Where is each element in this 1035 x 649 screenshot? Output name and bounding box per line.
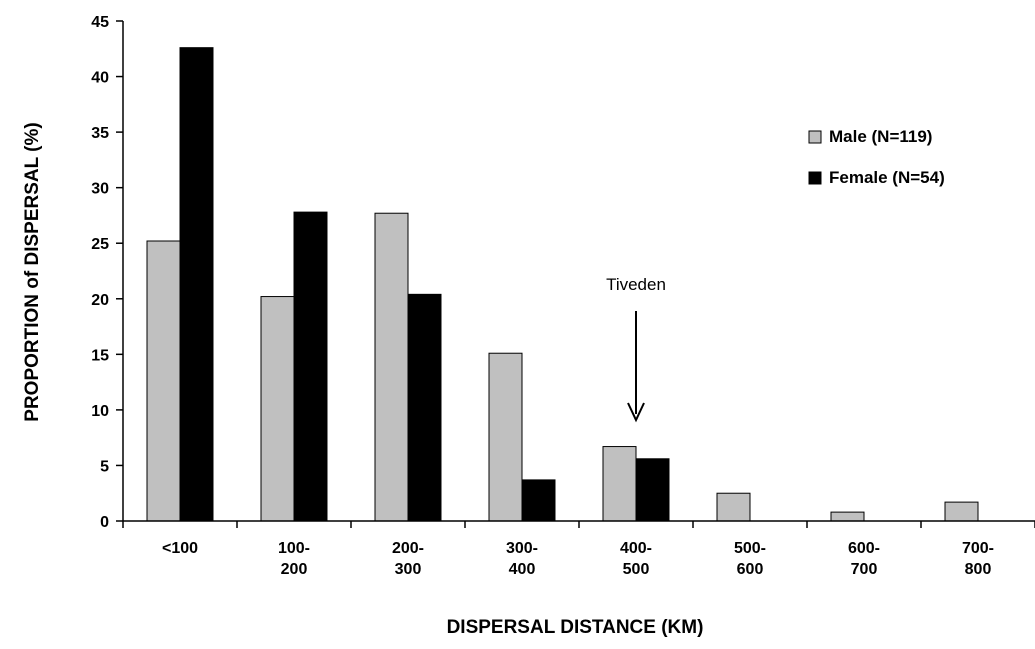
legend-label: Male (N=119) bbox=[829, 127, 932, 146]
male-bar bbox=[374, 212, 409, 522]
x-category-label-line: 500- bbox=[734, 540, 766, 557]
male-bar bbox=[146, 240, 181, 522]
x-category-label-line: 600 bbox=[737, 561, 764, 578]
x-category-label-line: 700- bbox=[962, 540, 994, 557]
female-bar bbox=[179, 47, 214, 522]
x-category-label-line: 500 bbox=[623, 561, 650, 578]
legend-swatch bbox=[808, 130, 822, 144]
x-category-label-line: 300- bbox=[506, 540, 538, 557]
male-bar bbox=[488, 352, 523, 522]
bars-layer bbox=[146, 47, 979, 522]
axes-layer bbox=[122, 21, 1035, 522]
y-tick-label: 10 bbox=[91, 403, 109, 420]
x-category-label: <100 bbox=[162, 540, 198, 557]
x-category-label: 300- 400 bbox=[506, 540, 538, 578]
x-category-label-line: 700 bbox=[851, 561, 878, 578]
x-ticks: <100 100- 200 200- 300 300- 400 400- 500 500- 600 6… bbox=[122, 521, 1035, 578]
male-bar bbox=[830, 511, 865, 522]
x-category-label-line: 400- bbox=[620, 540, 652, 557]
x-category-label: 700- 800 bbox=[962, 540, 994, 578]
male-bar bbox=[260, 296, 295, 522]
x-category-label-line: 200- bbox=[392, 540, 424, 557]
female-bar bbox=[407, 293, 442, 522]
male-bar bbox=[716, 492, 751, 522]
x-category-label: 200- 300 bbox=[392, 540, 424, 578]
x-category-label-line: 200 bbox=[281, 561, 308, 578]
female-bar bbox=[521, 479, 556, 522]
male-bar bbox=[944, 501, 979, 522]
tiveden-annotation-label: Tiveden bbox=[606, 275, 666, 294]
y-tick-label: 45 bbox=[91, 14, 109, 31]
y-tick-label: 35 bbox=[91, 125, 109, 142]
legend-swatch bbox=[808, 171, 822, 185]
x-axis-title: DISPERSAL DISTANCE (KM) bbox=[447, 617, 704, 638]
x-category-label: 500- 600 bbox=[734, 540, 766, 578]
female-bar bbox=[293, 211, 328, 522]
x-category-label-line: 600- bbox=[848, 540, 880, 557]
y-tick-label: 30 bbox=[91, 181, 109, 198]
y-tick-label: 40 bbox=[91, 70, 109, 87]
tiveden-arrow-head bbox=[627, 402, 645, 423]
legend: Male (N=119) Female (N=54) bbox=[808, 127, 945, 187]
annotation: Tiveden bbox=[606, 275, 666, 423]
y-tick-label: 5 bbox=[100, 458, 109, 475]
y-axis-title: PROPORTION of DISPERSAL (%) bbox=[22, 122, 43, 421]
x-category-label: 600- 700 bbox=[848, 540, 880, 578]
y-tick-label: 20 bbox=[91, 292, 109, 309]
x-category-label: 400- 500 bbox=[620, 540, 652, 578]
x-category-label-line: 800 bbox=[965, 561, 992, 578]
x-category-label-line: 100- bbox=[278, 540, 310, 557]
legend-label: Female (N=54) bbox=[829, 168, 945, 187]
female-bar bbox=[635, 458, 670, 522]
x-category-label: 100- 200 bbox=[278, 540, 310, 578]
y-tick-label: 25 bbox=[91, 236, 109, 253]
x-category-label-line: 400 bbox=[509, 561, 536, 578]
x-category-label-line: 300 bbox=[395, 561, 422, 578]
male-bar bbox=[602, 446, 637, 522]
y-ticks: 0 5 10 15 20 25 30 35 40 45 bbox=[91, 14, 123, 531]
y-tick-label: 0 bbox=[100, 514, 109, 531]
y-tick-label: 15 bbox=[91, 347, 109, 364]
x-category-label-line: <100 bbox=[162, 540, 198, 557]
